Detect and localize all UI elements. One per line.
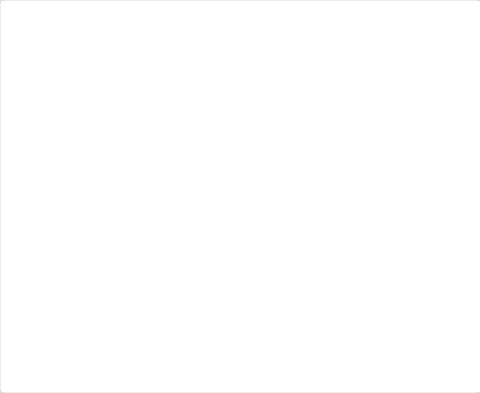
- Text: , and (: , and (: [228, 147, 273, 162]
- Text: 9/4/9: 9/4/9: [80, 317, 116, 331]
- FancyBboxPatch shape: [71, 225, 229, 252]
- Text: )$^2$: )$^2$: [437, 229, 450, 248]
- Text: )$^2$: )$^2$: [437, 314, 450, 334]
- Text: $x^2 - 2x + c$: $x^2 - 2x + c$: [34, 205, 117, 224]
- Text: x-9/2: x-9/2: [282, 317, 317, 331]
- Text: c =: c =: [34, 147, 61, 162]
- Text: $x^2 - 9x + c$: $x^2 - 9x + c$: [34, 289, 117, 308]
- FancyBboxPatch shape: [71, 140, 229, 168]
- Text: binomial.: binomial.: [34, 101, 95, 114]
- FancyBboxPatch shape: [12, 9, 41, 31]
- Text: c=: c=: [34, 317, 57, 331]
- FancyBboxPatch shape: [272, 225, 438, 252]
- FancyBboxPatch shape: [272, 310, 438, 338]
- FancyBboxPatch shape: [272, 140, 438, 168]
- Text: 1: 1: [80, 231, 89, 246]
- Text: x-1: x-1: [282, 231, 304, 246]
- Text: $x^2 + 8x + c$: $x^2 + 8x + c$: [34, 124, 117, 143]
- Text: Question 17: Question 17: [58, 17, 179, 35]
- Text: (4)^2: (4)^2: [80, 147, 120, 162]
- FancyBboxPatch shape: [71, 310, 229, 338]
- Text: , and (: , and (: [228, 317, 273, 331]
- Text: c=: c=: [34, 231, 57, 246]
- Text: 6 pts: 6 pts: [422, 17, 461, 31]
- Text: , and (: , and (: [228, 231, 273, 246]
- Text: )$^2$: )$^2$: [437, 145, 450, 164]
- Text: square trinomial. Then write the expression as the square of a: square trinomial. Then write the express…: [34, 77, 449, 90]
- Text: Fill in the values of c that makes the following expressions a perfect: Fill in the values of c that makes the f…: [34, 52, 480, 65]
- Text: x+4: x+4: [282, 147, 311, 162]
